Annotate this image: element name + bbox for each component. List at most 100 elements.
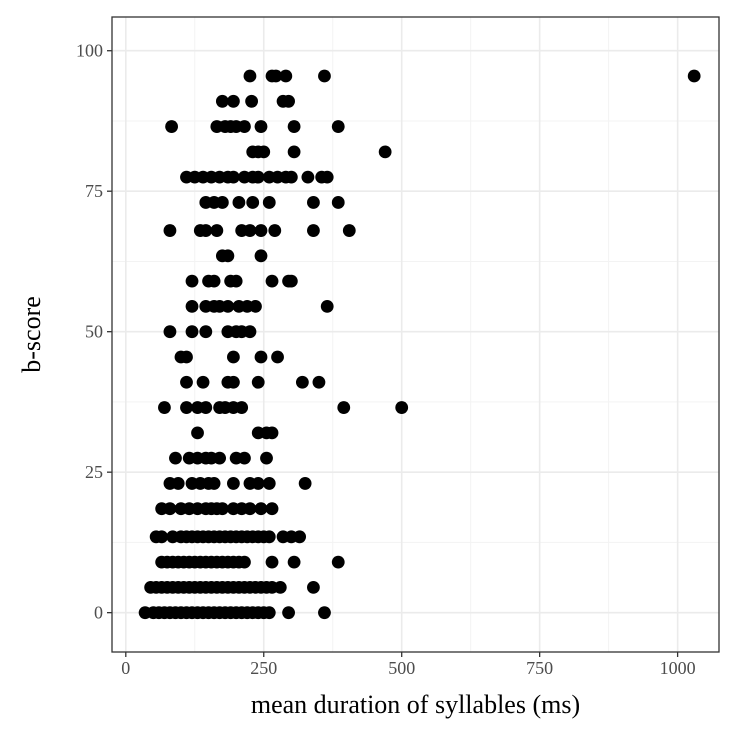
y-tick-label: 75 xyxy=(85,181,103,201)
data-point xyxy=(196,375,210,389)
data-point xyxy=(185,325,199,339)
data-point xyxy=(265,274,279,288)
data-point xyxy=(165,120,178,133)
data-point xyxy=(265,555,279,569)
data-point xyxy=(185,274,199,288)
data-point xyxy=(307,224,320,237)
y-tick-label: 25 xyxy=(85,462,103,482)
data-point xyxy=(262,196,276,209)
data-point xyxy=(238,451,251,465)
data-point xyxy=(199,325,213,339)
y-tick-label: 50 xyxy=(85,322,103,342)
data-point xyxy=(254,249,268,263)
data-point xyxy=(199,224,213,237)
data-point xyxy=(318,606,331,620)
data-point xyxy=(331,196,345,209)
data-point xyxy=(395,401,409,414)
data-point xyxy=(251,375,265,389)
x-tick-label: 750 xyxy=(526,658,553,678)
x-axis-title: mean duration of syllables (ms) xyxy=(251,690,580,719)
data-point xyxy=(254,224,268,237)
data-point xyxy=(687,69,701,83)
data-point xyxy=(298,477,312,490)
data-point xyxy=(257,145,271,159)
data-point xyxy=(251,170,265,184)
data-point xyxy=(337,401,351,414)
data-point xyxy=(260,451,273,465)
data-point xyxy=(207,477,221,490)
data-point xyxy=(284,274,298,288)
data-point xyxy=(282,606,295,620)
y-axis-title: b-score xyxy=(17,296,46,373)
data-point xyxy=(318,69,331,83)
major-gridlines xyxy=(112,17,719,652)
data-point xyxy=(245,94,259,108)
y-axis-ticks: 0 25 50 75 100 xyxy=(76,41,112,623)
data-point xyxy=(227,170,240,184)
data-point xyxy=(307,580,320,594)
data-point xyxy=(262,606,276,620)
data-points xyxy=(138,69,701,620)
data-point xyxy=(273,580,287,594)
data-point xyxy=(287,555,301,569)
data-point xyxy=(262,530,276,544)
x-tick-label: 0 xyxy=(121,658,130,678)
data-point xyxy=(215,502,229,516)
data-point xyxy=(213,451,227,465)
data-point xyxy=(185,300,199,313)
data-point xyxy=(207,274,221,288)
data-point xyxy=(243,502,257,516)
data-point xyxy=(155,530,169,544)
data-point xyxy=(171,477,185,490)
data-point xyxy=(238,120,251,133)
data-point xyxy=(269,69,283,83)
data-point xyxy=(232,196,246,209)
y-tick-label: 0 xyxy=(94,603,103,623)
data-point xyxy=(251,477,265,490)
data-point xyxy=(227,375,240,389)
data-point xyxy=(163,224,177,237)
data-point xyxy=(229,274,243,288)
data-point xyxy=(180,375,193,389)
data-point xyxy=(254,120,268,133)
data-point xyxy=(331,120,345,133)
data-point xyxy=(221,249,235,263)
data-point xyxy=(287,145,301,159)
data-point xyxy=(301,170,315,184)
data-point xyxy=(221,300,235,313)
data-point xyxy=(163,502,177,516)
x-tick-label: 250 xyxy=(250,658,277,678)
data-point xyxy=(243,224,257,237)
data-point xyxy=(312,375,326,389)
x-tick-label: 1000 xyxy=(660,658,696,678)
data-point xyxy=(191,426,204,440)
data-point xyxy=(284,170,298,184)
data-point xyxy=(238,555,251,569)
data-point xyxy=(293,530,307,544)
data-point xyxy=(342,224,356,237)
data-point xyxy=(227,350,240,364)
data-point xyxy=(227,477,240,490)
data-point xyxy=(307,196,320,209)
data-point xyxy=(169,451,182,465)
data-point xyxy=(279,69,293,83)
data-point xyxy=(271,350,284,364)
data-point xyxy=(215,196,229,209)
data-point xyxy=(235,401,249,414)
data-point xyxy=(265,502,279,516)
data-point xyxy=(227,94,240,108)
data-point xyxy=(249,300,262,313)
data-point xyxy=(265,426,279,440)
data-point xyxy=(331,555,345,569)
data-point xyxy=(295,375,309,389)
data-point xyxy=(320,170,334,184)
data-point xyxy=(282,94,295,108)
data-point xyxy=(262,477,276,490)
data-point xyxy=(243,69,257,83)
data-point xyxy=(180,350,193,364)
panel-border xyxy=(111,16,720,653)
data-point xyxy=(210,224,224,237)
data-point xyxy=(254,502,268,516)
